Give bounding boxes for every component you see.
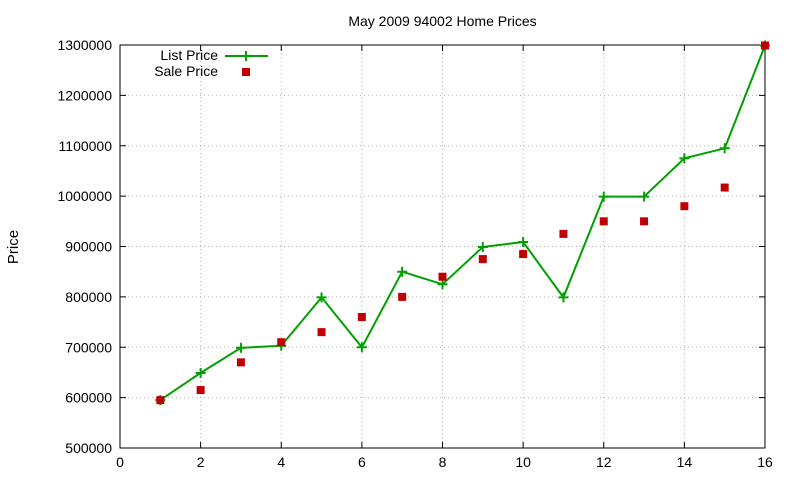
y-tick-label: 1100000 — [59, 138, 113, 154]
list-price-point — [195, 367, 206, 378]
list-price-point — [477, 242, 488, 253]
x-tick-label: 2 — [197, 454, 205, 470]
sale-price-point — [519, 250, 528, 259]
y-tick-label: 500000 — [65, 440, 112, 456]
series-layer — [155, 40, 770, 406]
legend-marker-list-price — [241, 51, 251, 61]
sale-price-point — [196, 386, 205, 395]
y-tick-label: 800000 — [65, 289, 112, 305]
list-price-line — [159, 45, 766, 401]
y-axis-label: Price — [5, 230, 22, 264]
sale-price-point — [478, 255, 487, 264]
sale-price-point — [317, 328, 326, 337]
grid — [120, 45, 765, 448]
axis-ticks: 500000 600000 700000 800000 900000 1000000 110… — [57, 37, 773, 470]
sale-price-point — [761, 41, 769, 50]
sale-price-point — [720, 183, 729, 192]
x-tick-label: 0 — [116, 454, 124, 470]
x-tick-label: 6 — [358, 454, 366, 470]
list-price-point — [558, 292, 569, 303]
y-tick-label: 1200000 — [57, 87, 112, 103]
sale-price-point — [680, 202, 689, 211]
y-tick-label: 900000 — [65, 239, 112, 255]
sale-price-point — [357, 313, 366, 322]
list-price-point — [639, 191, 650, 202]
legend: List Price Sale Price — [154, 47, 268, 79]
list-price-point — [316, 292, 327, 303]
sale-price-point — [640, 217, 649, 226]
legend-label-list-price: List Price — [160, 47, 218, 63]
x-tick-label: 4 — [277, 454, 285, 470]
sale-price-point — [236, 358, 245, 367]
list-price-point — [235, 342, 246, 353]
list-price-point — [397, 266, 408, 277]
sale-price-point — [599, 217, 608, 226]
sale-price-point — [156, 396, 165, 405]
legend-label-sale-price: Sale Price — [154, 63, 218, 79]
x-tick-label: 8 — [439, 454, 447, 470]
sale-price-point — [398, 292, 407, 301]
y-tick-label: 1300000 — [57, 37, 112, 53]
legend-marker-sale-price — [242, 68, 250, 76]
list-price-point — [719, 143, 730, 154]
y-tick-label: 1000000 — [57, 188, 112, 204]
x-tick-label: 12 — [596, 454, 612, 470]
x-tick-label: 16 — [757, 454, 773, 470]
list-price-point — [356, 342, 367, 353]
list-price-point — [437, 279, 448, 290]
sale-price-point — [559, 229, 568, 238]
chart-title: May 2009 94002 Home Prices — [348, 13, 536, 29]
list-price-point — [598, 191, 609, 202]
x-tick-label: 10 — [515, 454, 531, 470]
list-price-point — [518, 236, 529, 247]
list-price-point — [679, 153, 690, 164]
sale-price-point — [438, 272, 447, 281]
y-tick-label: 600000 — [65, 390, 112, 406]
x-tick-label: 14 — [677, 454, 693, 470]
sale-price-point — [277, 338, 286, 347]
y-tick-label: 700000 — [65, 339, 112, 355]
